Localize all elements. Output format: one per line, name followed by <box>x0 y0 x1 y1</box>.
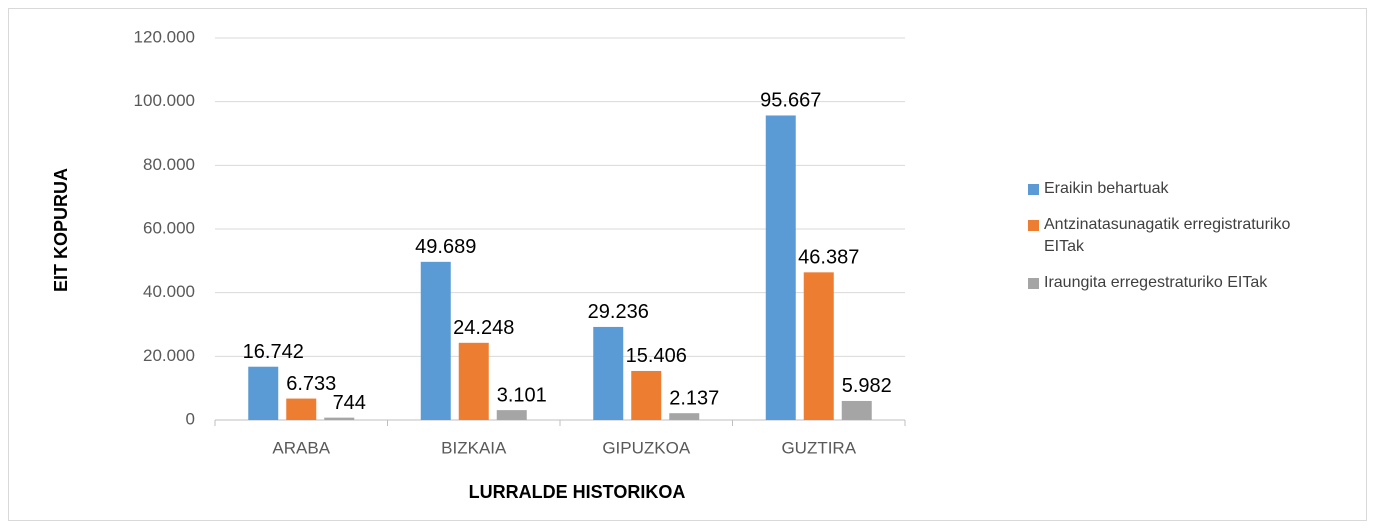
bar <box>286 398 317 420</box>
x-tick-label: ARABA <box>272 438 330 457</box>
legend-swatch <box>1028 278 1039 289</box>
bar <box>324 417 355 420</box>
y-tick-label: 100.000 <box>134 91 195 110</box>
legend-label: Eraikin behartuak <box>1044 180 1169 197</box>
y-tick-label: 60.000 <box>143 218 195 237</box>
legend-item: Antzinatasunagatik erregistraturiko EITa… <box>1028 214 1308 258</box>
legend-item: Eraikin behartuak <box>1028 178 1308 200</box>
value-label: 15.406 <box>626 345 687 367</box>
bar <box>593 326 624 420</box>
bar <box>803 272 834 420</box>
y-tick-label: 40.000 <box>143 282 195 301</box>
bar <box>669 413 700 420</box>
value-label: 24.248 <box>453 317 514 339</box>
y-tick-label: 20.000 <box>143 346 195 365</box>
x-tick-label: GIPUZKOA <box>602 438 691 457</box>
y-tick-label: 120.000 <box>134 27 195 46</box>
value-label: 29.236 <box>588 301 649 323</box>
legend-label: Antzinatasunagatik erregistraturiko EITa… <box>1044 216 1291 255</box>
value-label: 5.982 <box>842 375 892 397</box>
bar <box>420 261 451 420</box>
x-tick-label: GUZTIRA <box>781 438 856 457</box>
value-label: 16.742 <box>243 341 304 363</box>
bar <box>248 366 279 420</box>
legend-item: Iraungita erregestraturiko EITak <box>1028 272 1308 294</box>
y-axis-title: EIT KOPURUA <box>51 168 71 292</box>
bar <box>631 370 662 420</box>
value-label: 6.733 <box>286 373 336 395</box>
bar <box>458 342 489 420</box>
value-label: 95.667 <box>760 90 821 112</box>
value-label: 46.387 <box>798 247 859 269</box>
bar <box>841 400 872 420</box>
x-tick-label: BIZKAIA <box>441 438 507 457</box>
chart-frame <box>8 8 1367 521</box>
x-axis-title: LURRALDE HISTORIKOA <box>469 482 686 502</box>
y-tick-label: 0 <box>186 409 195 428</box>
legend-label: Iraungita erregestraturiko EITak <box>1044 274 1268 291</box>
bar <box>496 410 527 420</box>
value-label: 744 <box>333 392 366 414</box>
value-label: 49.689 <box>415 236 476 258</box>
value-label: 2.137 <box>669 387 719 409</box>
legend-swatch <box>1028 184 1039 195</box>
bar <box>765 115 796 420</box>
y-tick-label: 80.000 <box>143 155 195 174</box>
legend: Eraikin behartuak Antzinatasunagatik erre… <box>1028 178 1308 308</box>
value-label: 3.101 <box>497 384 547 406</box>
legend-swatch <box>1028 220 1039 231</box>
